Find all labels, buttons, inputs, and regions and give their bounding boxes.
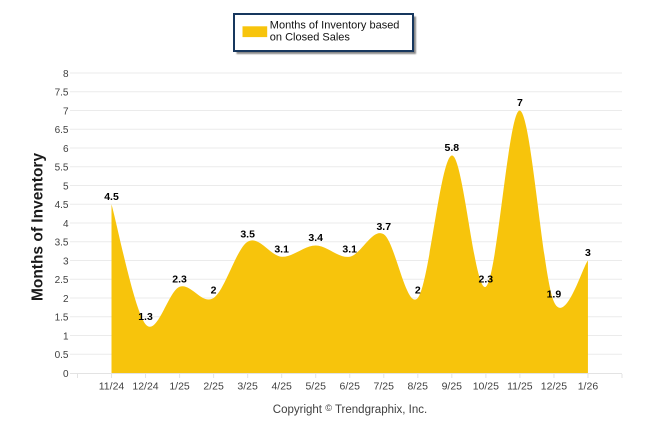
svg-text:1/25: 1/25: [169, 381, 190, 393]
svg-text:3.4: 3.4: [308, 232, 323, 244]
svg-text:2: 2: [415, 285, 421, 297]
svg-text:9/25: 9/25: [442, 381, 463, 393]
svg-text:10/25: 10/25: [473, 381, 499, 393]
svg-text:11/25: 11/25: [507, 381, 533, 393]
svg-text:2.3: 2.3: [172, 273, 187, 285]
svg-text:3: 3: [585, 247, 591, 259]
svg-text:6/25: 6/25: [340, 381, 361, 393]
svg-text:3: 3: [63, 256, 69, 267]
svg-text:12/25: 12/25: [541, 381, 567, 393]
svg-text:3.7: 3.7: [376, 221, 391, 233]
svg-text:6: 6: [63, 144, 69, 155]
svg-text:2.5: 2.5: [55, 275, 69, 286]
svg-text:2/25: 2/25: [203, 381, 224, 393]
svg-text:7: 7: [63, 106, 69, 117]
svg-text:1.3: 1.3: [138, 311, 153, 323]
svg-text:3.5: 3.5: [240, 228, 255, 240]
svg-text:Copyright © Trendgraphix, Inc.: Copyright © Trendgraphix, Inc.: [273, 403, 427, 416]
svg-text:4: 4: [63, 219, 69, 230]
svg-text:6.5: 6.5: [55, 125, 69, 136]
svg-text:5.8: 5.8: [445, 142, 460, 154]
svg-text:0.5: 0.5: [55, 350, 69, 361]
svg-text:11/24: 11/24: [99, 381, 125, 393]
svg-text:0: 0: [63, 369, 69, 380]
svg-text:8: 8: [63, 69, 69, 80]
svg-text:4/25: 4/25: [271, 381, 292, 393]
svg-text:7/25: 7/25: [374, 381, 395, 393]
svg-text:2: 2: [63, 294, 69, 305]
svg-text:on Closed Sales: on Closed Sales: [270, 31, 351, 43]
svg-text:8/25: 8/25: [408, 381, 429, 393]
svg-text:12/24: 12/24: [132, 381, 158, 393]
svg-text:7: 7: [517, 97, 523, 109]
svg-text:5: 5: [63, 181, 69, 192]
svg-text:3/25: 3/25: [237, 381, 258, 393]
svg-text:1.5: 1.5: [55, 313, 69, 324]
svg-text:Months of Inventory: Months of Inventory: [30, 153, 47, 301]
svg-text:1/26: 1/26: [578, 381, 599, 393]
svg-text:5/25: 5/25: [305, 381, 326, 393]
svg-text:1.9: 1.9: [547, 288, 562, 300]
svg-text:4.5: 4.5: [104, 191, 119, 203]
svg-text:2: 2: [211, 285, 217, 297]
svg-text:4.5: 4.5: [55, 200, 69, 211]
svg-text:5.5: 5.5: [55, 163, 69, 174]
svg-text:7.5: 7.5: [55, 88, 69, 99]
svg-text:2.3: 2.3: [479, 273, 494, 285]
svg-text:1: 1: [63, 331, 69, 342]
svg-text:3.5: 3.5: [55, 238, 69, 249]
svg-text:Months of Inventory based: Months of Inventory based: [270, 20, 400, 32]
svg-text:3.1: 3.1: [342, 243, 357, 255]
svg-text:3.1: 3.1: [274, 243, 289, 255]
